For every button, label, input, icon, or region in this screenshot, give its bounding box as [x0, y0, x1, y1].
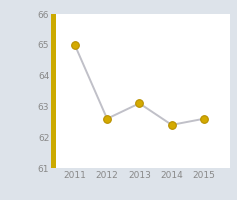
Point: [170, 123, 174, 126]
Point: [105, 117, 109, 120]
Point: [137, 102, 141, 105]
Point: [202, 117, 206, 120]
Point: [73, 43, 77, 46]
